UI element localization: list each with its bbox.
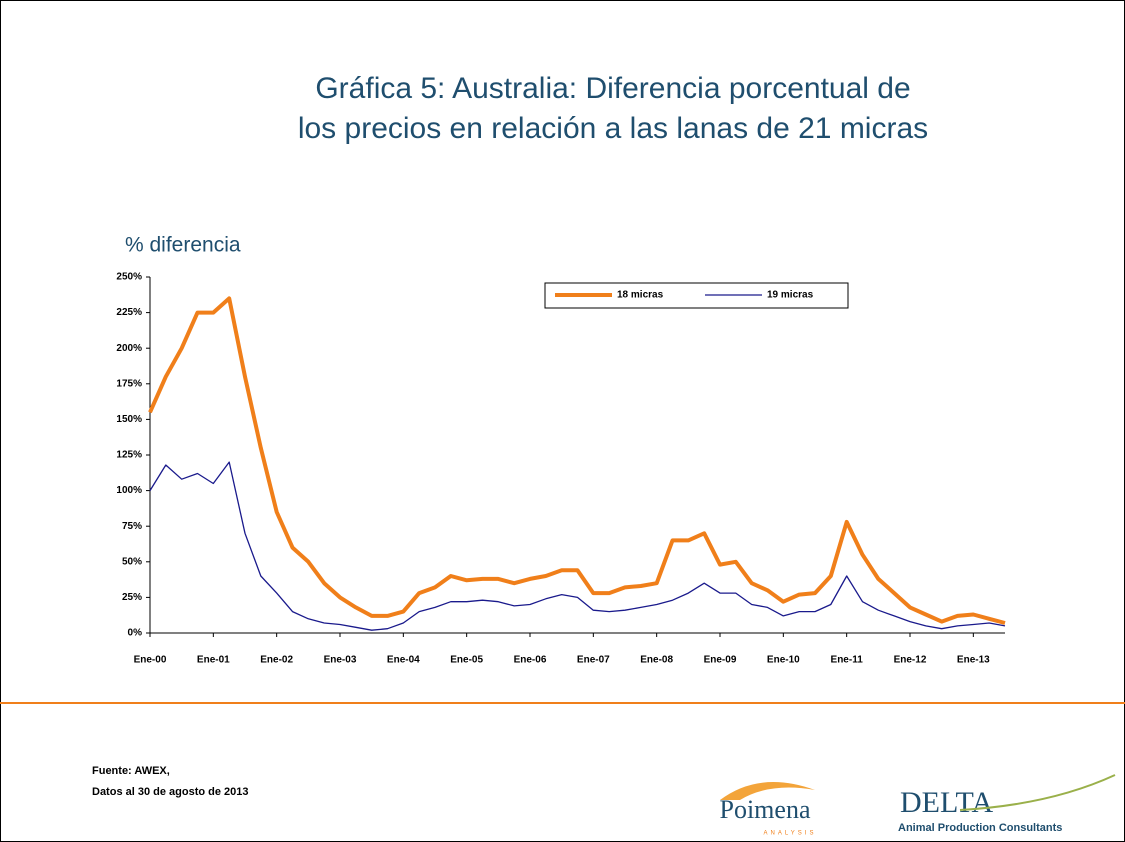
y-tick-label: 125% — [116, 450, 142, 461]
x-tick-label: Ene-01 — [197, 655, 230, 666]
date-note: Datos al 30 de agosto de 2013 — [92, 786, 249, 798]
x-tick-label: Ene-09 — [704, 655, 737, 666]
y-tick-label: 50% — [122, 556, 142, 567]
source: Fuente: AWEX, — [92, 765, 170, 777]
chart-title: Gráfica 5: Australia: Diferencia porcent… — [298, 72, 928, 145]
y-tick-label: 175% — [116, 378, 142, 389]
x-tick-label: Ene-06 — [514, 655, 547, 666]
legend-label: 18 micras — [617, 290, 664, 301]
logo-delta-line — [959, 774, 1116, 811]
logo-delta-sub: Animal Production Consultants — [898, 822, 1062, 834]
y-tick-label: 200% — [116, 343, 142, 354]
y-tick-label: 25% — [122, 592, 142, 603]
x-tick-label: Ene-03 — [324, 655, 357, 666]
x-tick-label: Ene-04 — [387, 655, 420, 666]
x-tick-label: Ene-08 — [640, 655, 673, 666]
y-tick-label: 250% — [116, 272, 142, 283]
x-tick-label: Ene-11 — [831, 655, 864, 666]
x-tick-label: Ene-13 — [957, 655, 990, 666]
logo-swoosh — [720, 782, 815, 800]
x-tick-label: Ene-02 — [260, 655, 293, 666]
logo-poimena: Poimena — [720, 795, 811, 824]
y-tick-label: 150% — [116, 414, 142, 425]
legend-label: 19 micras — [767, 290, 814, 301]
x-tick-label: Ene-12 — [894, 655, 927, 666]
logo-poimena-sub: ANALYSIS — [764, 831, 817, 837]
legend-box — [544, 282, 849, 309]
y-axis-label: % diferencia — [125, 234, 241, 257]
x-tick-label: Ene-07 — [577, 655, 610, 666]
x-tick-label: Ene-05 — [450, 655, 483, 666]
line-series — [148, 296, 1006, 625]
y-tick-label: 225% — [116, 307, 142, 318]
y-tick-label: 0% — [128, 628, 143, 639]
x-tick-label: Ene-10 — [767, 655, 800, 666]
y-tick-label: 100% — [116, 485, 142, 496]
line-series — [149, 461, 1006, 631]
logo-delta: DELTA — [900, 786, 993, 819]
x-tick-label: Ene-00 — [134, 655, 167, 666]
y-tick-label: 75% — [122, 521, 142, 532]
